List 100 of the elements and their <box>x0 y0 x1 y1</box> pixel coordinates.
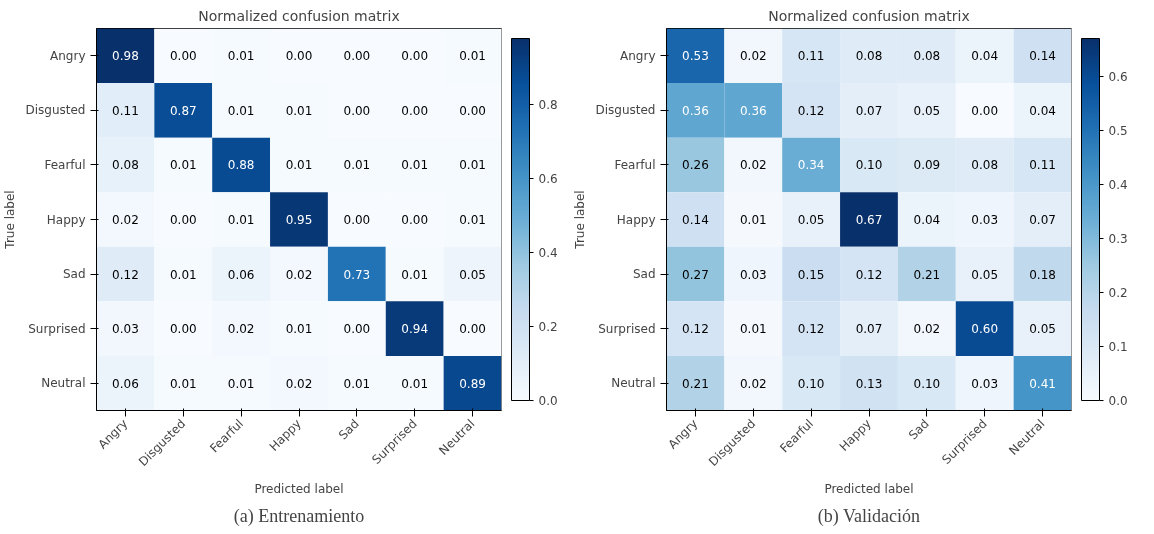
data-label: 0.00 <box>169 213 197 227</box>
y-tick-label: Neutral <box>41 376 86 391</box>
data-label: 0.03 <box>971 213 999 227</box>
data-label: 0.53 <box>682 49 709 64</box>
data-label: 0.09 <box>913 158 941 173</box>
data-label: 0.00 <box>401 103 429 118</box>
data-label: 0.03 <box>112 322 139 337</box>
data-label: 0.04 <box>913 213 941 227</box>
color-bar-label: 0.4 <box>538 246 558 261</box>
data-label: 0.00 <box>343 322 371 337</box>
color-bar-label: 0.0 <box>538 394 558 408</box>
data-label: 0.88 <box>227 158 255 173</box>
data-label: 0.08 <box>913 49 941 64</box>
data-label: 0.08 <box>971 158 999 173</box>
data-label: 0.21 <box>913 267 941 282</box>
data-label: 0.02 <box>285 376 313 391</box>
data-label: 0.04 <box>971 49 999 64</box>
data-label: 0.00 <box>169 322 197 337</box>
data-label: 0.01 <box>401 267 429 282</box>
data-label: 0.12 <box>112 267 139 282</box>
data-label: 0.01 <box>227 103 255 118</box>
data-label: 0.01 <box>227 376 255 391</box>
data-label: 0.02 <box>739 158 767 173</box>
y-tick-label: Fearful <box>614 157 656 172</box>
data-label: 0.34 <box>797 158 825 173</box>
y-tick-label: Disgusted <box>25 103 86 118</box>
data-label: 0.02 <box>112 213 139 227</box>
data-label: 0.01 <box>285 158 313 173</box>
y-axis-title: True label <box>3 190 18 250</box>
y-tick-label: Neutral <box>611 376 656 391</box>
data-label: 0.98 <box>112 49 139 64</box>
data-label: 0.06 <box>112 376 139 391</box>
data-label: 0.01 <box>169 376 197 391</box>
color-bar-label: 0.2 <box>538 320 558 335</box>
data-label: 0.05 <box>797 213 825 227</box>
data-label: 0.00 <box>971 103 999 118</box>
data-label: 0.05 <box>459 267 486 282</box>
chart-title: Normalized confusion matrix <box>198 7 400 24</box>
data-label: 0.10 <box>855 158 883 173</box>
data-label: 0.11 <box>112 103 139 118</box>
data-label: 0.36 <box>682 103 709 118</box>
data-label: 0.67 <box>855 213 883 227</box>
data-label: 0.01 <box>285 322 313 337</box>
data-label: 0.14 <box>682 213 709 227</box>
x-axis-title: Predicted label <box>824 481 914 496</box>
y-tick-label: Happy <box>616 212 656 227</box>
data-label: 0.00 <box>285 49 313 64</box>
data-label: 0.00 <box>343 213 371 227</box>
color-bar-label: 0.5 <box>1108 123 1128 138</box>
y-tick-label: Sad <box>632 267 656 282</box>
data-label: 0.12 <box>797 322 825 337</box>
data-label: 0.00 <box>169 49 197 64</box>
data-label: 0.01 <box>169 267 197 282</box>
data-label: 0.18 <box>1029 267 1056 282</box>
data-label: 0.14 <box>1029 49 1056 64</box>
data-label: 0.73 <box>343 267 371 282</box>
data-label: 0.06 <box>227 267 255 282</box>
data-label: 0.07 <box>855 322 883 337</box>
data-label: 0.10 <box>797 376 825 391</box>
data-label: 0.02 <box>227 322 255 337</box>
data-label: 0.02 <box>739 376 767 391</box>
data-label: 0.01 <box>169 158 197 173</box>
data-label: 0.05 <box>1029 322 1056 337</box>
data-label: 0.00 <box>401 213 429 227</box>
data-label: 0.03 <box>739 267 767 282</box>
data-label: 0.12 <box>682 322 709 337</box>
data-label: 0.89 <box>459 376 486 391</box>
data-label: 0.02 <box>739 49 767 64</box>
data-label: 0.13 <box>855 376 883 391</box>
data-label: 0.04 <box>1029 103 1056 118</box>
data-label: 0.11 <box>797 49 825 64</box>
data-label: 0.26 <box>682 158 709 173</box>
data-label: 0.05 <box>971 267 999 282</box>
data-label: 0.02 <box>285 267 313 282</box>
data-label: 0.03 <box>971 376 999 391</box>
y-tick-label: Disgusted <box>595 103 656 118</box>
data-label: 0.36 <box>739 103 767 118</box>
data-label: 0.11 <box>1029 158 1056 173</box>
y-axis-title: True label <box>573 190 588 250</box>
data-label: 0.01 <box>459 213 486 227</box>
color-bar-label: 0.1 <box>1108 339 1128 354</box>
data-label: 0.01 <box>459 49 486 64</box>
data-label: 0.94 <box>401 322 429 337</box>
data-label: 0.00 <box>459 103 486 118</box>
data-label: 0.00 <box>343 49 371 64</box>
data-label: 0.01 <box>401 376 429 391</box>
color-bar-label: 0.0 <box>1108 394 1128 408</box>
data-label: 0.08 <box>112 158 139 173</box>
color-bar-label: 0.4 <box>1108 177 1128 192</box>
data-label: 0.01 <box>739 213 767 227</box>
y-tick-label: Angry <box>50 48 86 63</box>
data-label: 0.01 <box>343 376 371 391</box>
chart-title: Normalized confusion matrix <box>768 7 970 24</box>
data-label: 0.08 <box>855 49 883 64</box>
data-label: 0.21 <box>682 376 709 391</box>
data-label: 0.01 <box>739 322 767 337</box>
data-label: 0.02 <box>913 322 941 337</box>
data-label: 0.95 <box>285 213 313 227</box>
y-tick-label: Surprised <box>598 321 656 336</box>
data-label: 0.00 <box>459 322 486 337</box>
